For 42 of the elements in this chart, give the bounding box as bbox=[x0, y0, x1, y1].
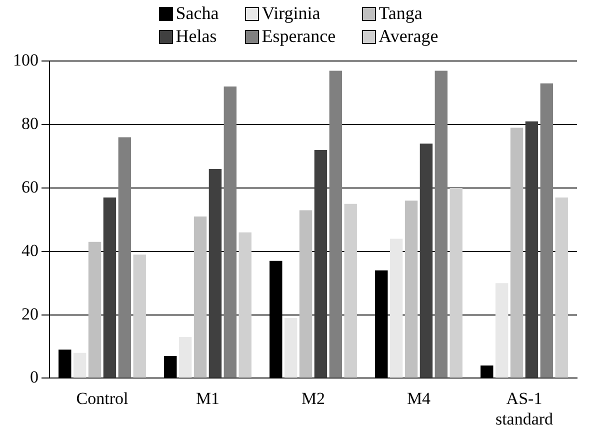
bar bbox=[299, 210, 312, 378]
bar bbox=[420, 144, 433, 378]
bar bbox=[103, 198, 116, 378]
bar bbox=[133, 254, 146, 378]
bar bbox=[329, 70, 342, 378]
legend-label: Virginia bbox=[262, 3, 320, 24]
x-tick-label: Control bbox=[76, 388, 128, 408]
x-tick-label: AS-1 standard bbox=[495, 388, 554, 428]
bar bbox=[73, 352, 86, 378]
bar bbox=[390, 238, 403, 378]
bar bbox=[238, 232, 252, 378]
bar bbox=[284, 318, 298, 378]
bar bbox=[434, 70, 448, 378]
bar bbox=[495, 283, 508, 378]
bar bbox=[540, 83, 554, 378]
bar bbox=[450, 188, 462, 378]
bar bbox=[194, 216, 207, 378]
y-tick-label: 80 bbox=[22, 114, 38, 134]
y-tick-label: 40 bbox=[22, 240, 38, 260]
bar bbox=[208, 168, 222, 378]
bar bbox=[525, 121, 538, 378]
legend-label: Sacha bbox=[176, 3, 219, 24]
y-tick-label: 60 bbox=[22, 177, 38, 196]
bar bbox=[314, 150, 328, 378]
x-tick-label: M4 bbox=[406, 388, 432, 408]
bar bbox=[555, 198, 568, 378]
bar bbox=[224, 86, 237, 378]
bar bbox=[88, 242, 102, 378]
bar bbox=[404, 200, 418, 378]
x-tick-label: M1 bbox=[196, 388, 220, 408]
legend-label: Tanga bbox=[378, 3, 422, 24]
x-tick-label: M2 bbox=[301, 388, 326, 408]
bar bbox=[118, 137, 132, 378]
legend-label: Average bbox=[378, 26, 438, 47]
y-tick-label: 20 bbox=[22, 304, 38, 324]
legend-label: Helas bbox=[176, 26, 217, 47]
bar bbox=[178, 336, 192, 378]
bar bbox=[510, 128, 524, 378]
y-tick-label: 0 bbox=[30, 368, 38, 387]
bar bbox=[344, 204, 357, 378]
legend-label: Esperance bbox=[262, 26, 336, 47]
y-tick-label: 100 bbox=[13, 50, 38, 70]
